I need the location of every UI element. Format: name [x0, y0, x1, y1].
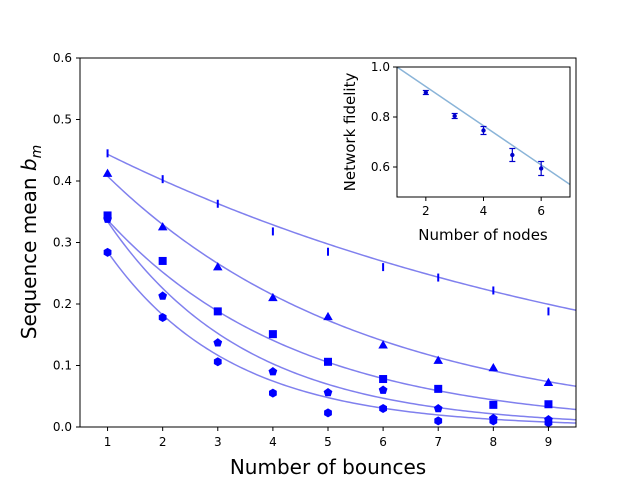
main-y-tick-label: 0.0: [53, 420, 72, 434]
square-marker: [213, 307, 222, 316]
main-y-tick-label: 0.1: [53, 359, 72, 373]
square-marker: [268, 330, 277, 339]
inset-x-tick-label: 2: [422, 204, 430, 218]
main-x-tick-label: 6: [379, 435, 387, 449]
pentagon-marker: [213, 338, 223, 347]
hexagon-marker: [489, 416, 498, 426]
triangle-marker: [543, 377, 554, 386]
main-x-tick-label: 1: [104, 435, 112, 449]
main-y-tick-label: 0.6: [53, 51, 72, 65]
pentagon-marker: [158, 291, 168, 300]
main-x-tick-label: 3: [214, 435, 222, 449]
main-x-tick-label: 9: [545, 435, 553, 449]
triangle-marker: [268, 292, 278, 302]
inset-y-tick-label: 0.6: [371, 160, 390, 174]
main-y-tick-label: 0.5: [53, 113, 72, 127]
main-x-tick-label: 8: [490, 435, 498, 449]
pentagon-marker: [268, 367, 278, 376]
hexagon-marker: [434, 416, 443, 426]
inset-point: [481, 128, 486, 133]
square-marker: [434, 384, 443, 393]
triangle-marker: [433, 355, 443, 364]
pentagon-marker: [378, 385, 388, 394]
pentagon-marker: [323, 387, 333, 397]
inset-plot: 2 4 6 0.6 0.8 1.0 Number of nodes Network fi…: [341, 60, 571, 244]
inset-data-points: [422, 89, 545, 177]
main-x-tick-label: 7: [434, 435, 442, 449]
square-marker: [324, 357, 332, 366]
main-plot: 1 2 3 4 5 6 7 8 9 0.0 0.1 0.2 0.3 0.4 0.5 0.6 Number o…: [17, 51, 577, 479]
hexagon-marker: [103, 247, 112, 257]
inset-point: [452, 113, 457, 119]
triangle-marker: [157, 222, 168, 231]
inset-point: [510, 152, 515, 158]
main-y-tick-label: 0.2: [53, 297, 72, 311]
inset-point: [423, 90, 429, 95]
inset-x-axis-label: Number of nodes: [418, 226, 548, 244]
hexagon-marker: [379, 404, 388, 414]
hexagon-marker: [324, 408, 332, 418]
fit-curve-5: [106, 251, 577, 424]
triangle-marker: [488, 362, 499, 372]
inset-y-axis-label: Network fidelity: [341, 73, 359, 192]
square-marker: [489, 400, 498, 409]
triangle-marker: [378, 340, 388, 349]
hexagon-marker: [268, 388, 277, 398]
inset-y-ticks: 0.6 0.8 1.0: [371, 60, 397, 174]
inset-x-tick-label: 4: [480, 204, 488, 218]
inset-point: [538, 166, 544, 171]
fit-curve-4: [106, 221, 577, 421]
hexagon-marker: [158, 313, 167, 323]
inset-y-tick-label: 1.0: [371, 60, 390, 74]
inset-x-tick-label: 6: [537, 204, 545, 218]
fit-curve-3: [107, 219, 577, 411]
main-x-tick-label: 2: [159, 435, 167, 449]
main-fit-curves: [106, 153, 577, 424]
triangle-marker: [323, 311, 333, 321]
triangle-marker: [213, 262, 223, 271]
pentagon-marker: [433, 403, 443, 413]
main-y-axis-label-symbol: b: [17, 158, 41, 171]
hexagon-marker: [544, 418, 553, 428]
square-marker: [158, 256, 167, 265]
main-y-tick-label: 0.4: [53, 174, 72, 188]
main-y-tick-label: 0.3: [53, 236, 72, 250]
main-y-axis-label-subscript: m: [29, 145, 45, 159]
main-x-axis-label: Number of bounces: [230, 455, 426, 479]
pentagon-marker: [103, 214, 112, 223]
main-y-ticks: 0.0 0.1 0.2 0.3 0.4 0.5 0.6: [53, 51, 80, 434]
main-y-axis-label-text: Sequence mean: [17, 171, 41, 339]
square-marker: [544, 400, 553, 409]
main-x-tick-label: 5: [324, 435, 332, 449]
square-marker: [379, 375, 388, 384]
fit-curve-2: [107, 175, 577, 388]
triangle-marker: [102, 168, 113, 177]
inset-y-tick-label: 0.8: [371, 110, 390, 124]
main-y-axis-label: Sequence mean bm: [17, 145, 45, 339]
inset-x-ticks: 2 4 6: [422, 197, 545, 218]
main-data-markers: [102, 149, 554, 428]
main-x-ticks: 1 2 3 4 5 6 7 8 9: [104, 427, 553, 449]
fit-curve-1: [107, 153, 577, 311]
hexagon-marker: [213, 357, 222, 367]
main-x-tick-label: 4: [269, 435, 277, 449]
